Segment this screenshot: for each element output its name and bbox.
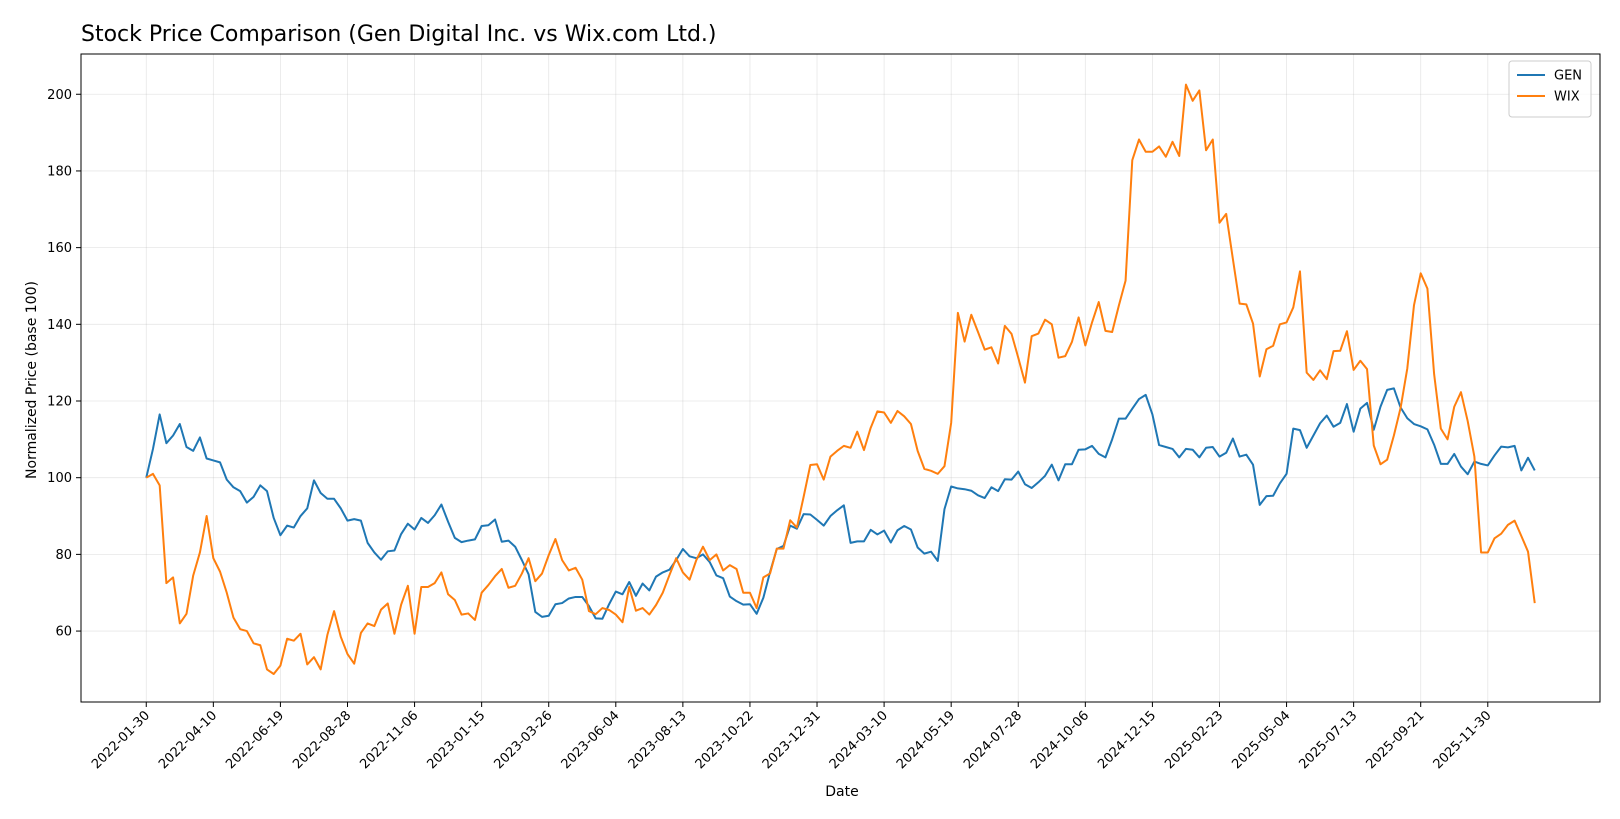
x-tick-label: 2023-08-13 [626,708,690,772]
y-axis: 60 80 100 120 140 160 180 200 [47,88,81,640]
x-tick-label: 2025-09-21 [1364,708,1428,772]
y-tick-label: 80 [55,548,72,563]
y-tick-label: 100 [47,471,72,486]
y-tick-label: 120 [47,395,72,410]
x-tick-label: 2023-12-31 [760,708,824,772]
legend-label-wix: WIX [1554,90,1580,105]
x-tick-label: 2025-02-23 [1162,708,1226,772]
series-line-wix [145,83,1536,676]
x-axis: 2022-01-30 2022-04-10 2022-06-19 2022-08-28… [89,702,1495,772]
y-tick-label: 180 [47,164,72,179]
x-tick-label: 2023-03-26 [492,708,556,772]
x-tick-label: 2022-08-28 [290,708,354,772]
y-tick-label: 160 [47,241,72,256]
x-tick-label: 2024-05-19 [894,708,958,772]
x-tick-label: 2022-04-10 [156,708,220,772]
y-axis-label: Normalized Price (base 100) [24,281,40,479]
x-tick-label: 2022-06-19 [223,708,287,772]
legend-label-gen: GEN [1554,69,1582,84]
legend: GEN WIX [1508,60,1592,118]
x-tick-label: 2022-01-30 [89,708,153,772]
plot-area [80,53,1601,703]
grid-lines [81,54,1600,702]
x-tick-label: 2024-07-28 [961,708,1025,772]
y-tick-label: 140 [47,318,72,333]
x-tick-label: 2024-03-10 [827,708,891,772]
x-tick-label: 2024-10-06 [1028,708,1092,772]
x-tick-label: 2023-01-15 [424,708,488,772]
x-tick-label: 2025-05-04 [1229,708,1293,772]
x-tick-label: 2025-11-30 [1431,708,1495,772]
x-tick-label: 2023-10-22 [693,708,757,772]
x-tick-label: 2022-11-06 [357,708,421,772]
x-tick-label: 2024-12-15 [1095,708,1159,772]
x-axis-label: Date [825,784,858,800]
y-tick-label: 200 [47,88,72,103]
series-line-gen [145,387,1536,620]
x-tick-label: 2023-06-04 [559,708,623,772]
x-tick-label: 2025-07-13 [1296,708,1360,772]
y-tick-label: 60 [55,625,72,640]
chart-title: Stock Price Comparison (Gen Digital Inc.… [81,22,717,47]
series-layer [145,83,1536,676]
